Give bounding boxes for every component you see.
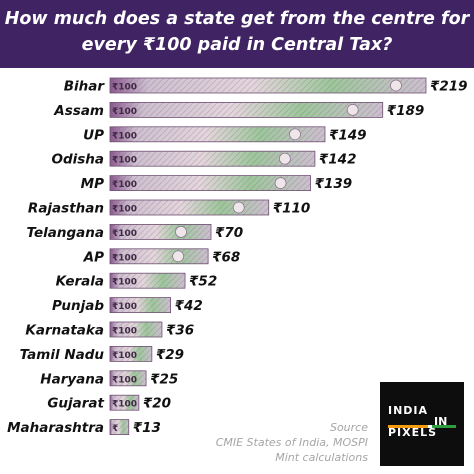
value-label: ₹36 [166, 323, 194, 339]
bar: ₹100 [109, 297, 172, 314]
svg-text:₹100: ₹100 [112, 229, 137, 239]
svg-text:₹100: ₹100 [112, 156, 137, 166]
value-label: ₹139 [315, 176, 353, 192]
value-label: ₹70 [215, 225, 243, 241]
value-label: ₹52 [189, 274, 217, 290]
category-label: Odisha [51, 152, 104, 168]
svg-text:₹100: ₹100 [112, 327, 137, 337]
chart-title-line1: How much does a state get from the centr… [4, 9, 470, 29]
value-label: ₹29 [156, 347, 184, 363]
chart-title-line2: every ₹100 paid in Central Tax? [81, 35, 393, 55]
bar: ₹100 [109, 150, 316, 167]
bar: ₹100 [109, 102, 384, 118]
source-note: Source CMIE States of India, MOSPI Mint … [200, 420, 368, 465]
value-label: ₹142 [319, 152, 357, 168]
category-label: Bihar [64, 79, 106, 95]
value-label: ₹42 [175, 298, 203, 314]
value-label: ₹110 [273, 201, 311, 217]
category-label: Kerala [56, 274, 104, 290]
category-label: Karnataka [25, 323, 104, 339]
bar: ₹100 [109, 77, 427, 94]
svg-text:₹100: ₹100 [112, 278, 137, 288]
logo-word-pixels: PIXELS [388, 426, 438, 439]
bar-chart: Bihar ₹100 ₹219 Assam ₹100 ₹189 UP ₹100 ₹149 Odis… [7, 77, 468, 436]
value-label: ₹189 [387, 103, 425, 119]
logo-tricolor-stripe [388, 418, 456, 428]
svg-text:₹100: ₹100 [112, 375, 137, 385]
bar: ₹100 [109, 248, 209, 265]
bar: ₹100 [109, 272, 186, 289]
category-label: Haryana [40, 371, 104, 387]
bar: ₹100 [109, 199, 270, 216]
category-label: MP [81, 176, 104, 192]
bar: ₹100 [109, 223, 212, 240]
chart-header: How much does a state get from the centr… [0, 0, 474, 68]
svg-text:₹100: ₹100 [112, 253, 137, 263]
value-label: ₹149 [329, 127, 367, 143]
bar: ₹100 [109, 394, 140, 411]
bar: ₹ [109, 419, 130, 436]
category-label: AP [83, 249, 104, 265]
value-label: ₹219 [430, 79, 468, 95]
source-text: CMIE States of India, MOSPI [215, 436, 368, 449]
value-label: ₹13 [133, 420, 161, 436]
bar: ₹100 [109, 321, 163, 338]
category-label: Telangana [27, 225, 104, 241]
bar: ₹100 [109, 370, 147, 387]
category-label: Gujarat [47, 396, 104, 412]
value-label: ₹20 [143, 396, 171, 412]
svg-text:₹100: ₹100 [112, 351, 137, 361]
svg-text:₹100: ₹100 [112, 205, 137, 215]
svg-text:₹100: ₹100 [112, 131, 137, 141]
category-label: Tamil Nadu [20, 347, 105, 363]
source-label: Source [329, 421, 368, 434]
category-label: Punjab [52, 298, 104, 314]
svg-text:₹: ₹ [112, 424, 118, 434]
svg-text:₹100: ₹100 [112, 107, 137, 117]
svg-text:₹100: ₹100 [112, 83, 137, 93]
svg-text:₹100: ₹100 [112, 400, 137, 410]
svg-text:₹100: ₹100 [112, 302, 137, 312]
logo-word-india: INDIA [388, 404, 429, 417]
category-label: Rajasthan [28, 201, 104, 217]
svg-text:₹100: ₹100 [112, 180, 137, 190]
logo-word-in: IN [434, 415, 448, 428]
bar: ₹100 [109, 126, 326, 143]
category-label: Maharashtra [7, 420, 104, 436]
india-in-pixels-logo: INDIA IN PIXELS [380, 382, 464, 466]
value-label: ₹25 [150, 371, 178, 387]
category-label: UP [83, 127, 104, 143]
source-calc: Mint calculations [275, 451, 368, 464]
value-label: ₹68 [212, 249, 240, 265]
category-label: Assam [53, 103, 104, 119]
bar: ₹100 [109, 345, 153, 362]
bar: ₹100 [109, 175, 311, 191]
